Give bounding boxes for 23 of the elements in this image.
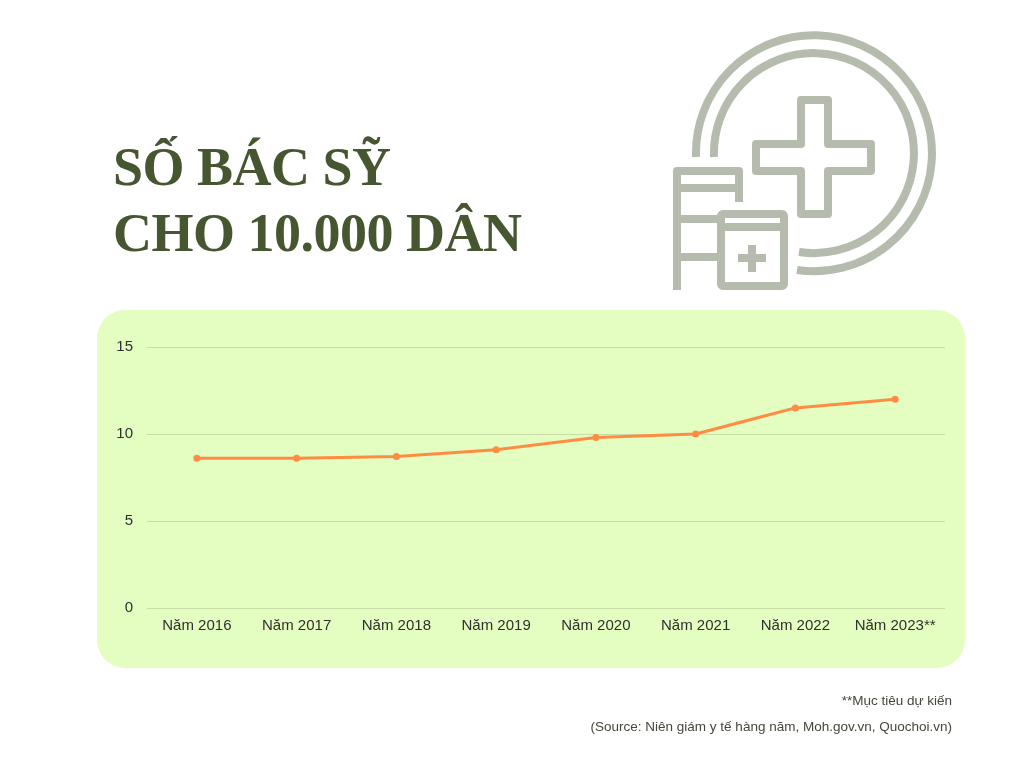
point	[692, 430, 700, 438]
point	[392, 453, 400, 461]
text: (Source: Niên giám y tế hàng năm, Moh.gov.vn, Quochoi.vn)	[590, 718, 952, 736]
point	[791, 404, 799, 412]
x-tick-label: Năm 2017	[262, 616, 332, 634]
point	[293, 454, 301, 462]
x-tick-label: Năm 2023**	[854, 616, 936, 634]
x-tick-label: Năm 2022	[760, 616, 830, 634]
y-tick-label: 10	[116, 424, 133, 442]
y-tick-label: 15	[116, 337, 133, 355]
text: **Mục tiêu dự kiến	[840, 692, 952, 710]
x-tick-label: Năm 2019	[461, 616, 531, 634]
point	[592, 433, 600, 441]
x-tick-label: Năm 2018	[361, 616, 431, 634]
point	[891, 395, 899, 403]
point	[193, 454, 201, 462]
x-tick-label: Năm 2020	[561, 616, 631, 634]
x-tick-label: Năm 2021	[661, 616, 731, 634]
y-tick-label: 0	[124, 598, 133, 616]
point	[492, 446, 500, 454]
y-tick-label: 5	[124, 511, 133, 529]
chart-title: SỐ BÁC SỸ CHO 10.000 DÂN	[113, 135, 522, 265]
x-tick-label: Năm 2016	[162, 616, 232, 634]
